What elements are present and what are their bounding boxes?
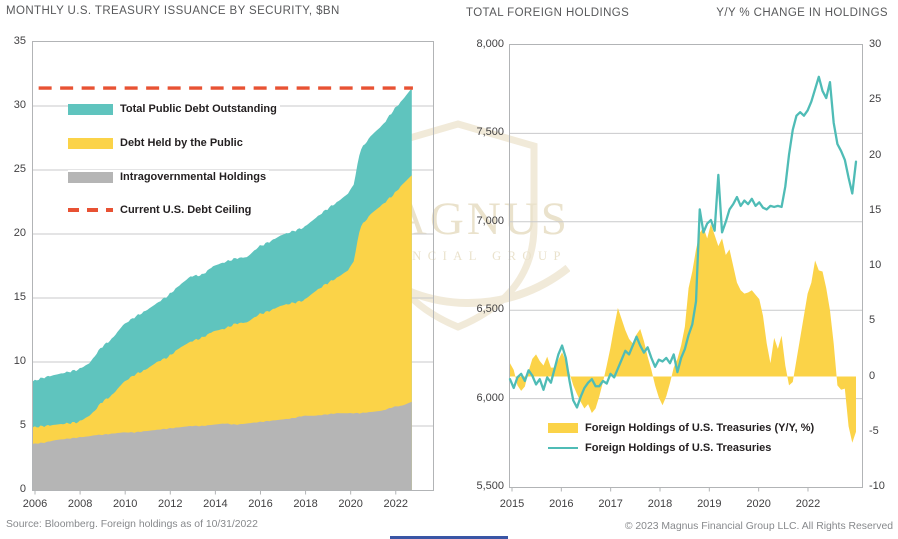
legend-label: Total Public Debt Outstanding [120, 103, 277, 115]
x-axis-tick-label: 2014 [203, 498, 228, 510]
right-y-axis-tick-label: 0 [869, 369, 876, 382]
x-axis-tick-label: 2006 [22, 498, 48, 510]
intragov-swatch-icon [68, 171, 113, 183]
left-y-axis-tick-label: 8,000 [476, 38, 504, 50]
right-y-axis-tick-label: 10 [869, 259, 882, 271]
legend-label: Debt Held by the Public [120, 137, 243, 149]
legend-item-debt-ceiling: Current U.S. Debt Ceiling [68, 203, 255, 217]
left-chart-plot-area: Total Public Debt Outstanding Debt Held … [32, 41, 434, 495]
x-axis-tick-label: 2019 [697, 498, 722, 510]
right-y-axis-tick-label: 15 [869, 203, 882, 216]
legend-item-intragov: Intragovernmental Holdings [68, 170, 270, 184]
y-axis-tick-label: 10 [13, 355, 26, 367]
y-axis-tick-label: 5 [19, 419, 26, 431]
debt-ceiling-dash-icon [68, 208, 113, 212]
right-y-axis-tick-label: 30 [869, 38, 882, 50]
legend-item-holdings: Foreign Holdings of U.S. Treasuries [548, 441, 774, 455]
x-axis-tick-label: 2022 [383, 498, 408, 510]
x-axis-tick-label: 2010 [112, 498, 138, 510]
x-axis-tick-label: 2018 [647, 498, 673, 510]
legend-item-total-debt: Total Public Debt Outstanding [68, 102, 280, 116]
right-chart-canvas [508, 75, 862, 492]
right-y-axis-tick-label: 20 [869, 148, 882, 161]
y-axis-tick-label: 35 [13, 35, 26, 47]
y-axis-tick-label: 20 [13, 227, 26, 239]
right-chart-title-left: TOTAL FOREIGN HOLDINGS [466, 7, 630, 19]
x-axis-tick-label: 2008 [67, 498, 93, 510]
y-axis-tick-label: 30 [13, 99, 26, 111]
x-axis-tick-label: 2017 [598, 498, 623, 510]
x-axis-tick-label: 2018 [293, 498, 318, 510]
left-chart-canvas [33, 86, 433, 495]
x-axis-tick-label: 2020 [338, 498, 363, 510]
x-axis-tick-label: 2012 [158, 498, 183, 510]
public-debt-swatch-icon [68, 137, 113, 149]
left-y-axis-tick-label: 6,500 [476, 303, 504, 316]
left-y-axis-tick-label: 5,500 [476, 480, 504, 492]
legend-label: Current U.S. Debt Ceiling [120, 204, 252, 216]
right-chart-title-right: Y/Y % CHANGE IN HOLDINGS [716, 7, 888, 19]
legend-item-yoy: Foreign Holdings of U.S. Treasuries (Y/Y… [548, 421, 817, 435]
source-note: Source: Bloomberg. Foreign holdings as o… [6, 519, 258, 530]
x-axis-tick-label: 2016 [549, 498, 574, 510]
x-axis-tick-label: 2020 [746, 498, 771, 510]
x-axis-tick-label: 2022 [795, 498, 821, 510]
legend-label: Foreign Holdings of U.S. Treasuries [585, 442, 772, 454]
right-chart-plot-area: Foreign Holdings of U.S. Treasuries (Y/Y… [508, 44, 863, 492]
copyright-note: © 2023 Magnus Financial Group LLC. All R… [624, 521, 893, 532]
left-y-axis-tick-label: 7,000 [476, 214, 504, 227]
legend-item-public-debt: Debt Held by the Public [68, 136, 246, 150]
y-axis-tick-label: 25 [13, 163, 26, 175]
x-axis-tick-label: 2016 [248, 498, 273, 510]
legend-label: Intragovernmental Holdings [120, 171, 267, 183]
legend-label: Foreign Holdings of U.S. Treasuries (Y/Y… [585, 422, 815, 434]
right-y-axis-tick-label: -5 [869, 424, 879, 437]
right-y-axis-tick-label: -10 [869, 480, 885, 492]
left-y-axis-tick-label: 7,500 [476, 126, 504, 139]
yoy-swatch-icon [548, 423, 578, 433]
bottom-accent-bar [390, 536, 508, 539]
y-axis-tick-label: 0 [19, 483, 26, 495]
left-y-axis-tick-label: 6,000 [476, 391, 504, 404]
left-chart-title: MONTHLY U.S. TREASURY ISSUANCE BY SECURI… [6, 5, 340, 17]
right-y-axis-tick-label: 25 [869, 93, 882, 106]
y-axis-tick-label: 15 [13, 291, 26, 303]
holdings-line-icon [548, 446, 578, 450]
right-y-axis-tick-label: 5 [869, 314, 876, 327]
total-debt-swatch-icon [68, 103, 113, 115]
x-axis-tick-label: 2015 [499, 498, 525, 510]
